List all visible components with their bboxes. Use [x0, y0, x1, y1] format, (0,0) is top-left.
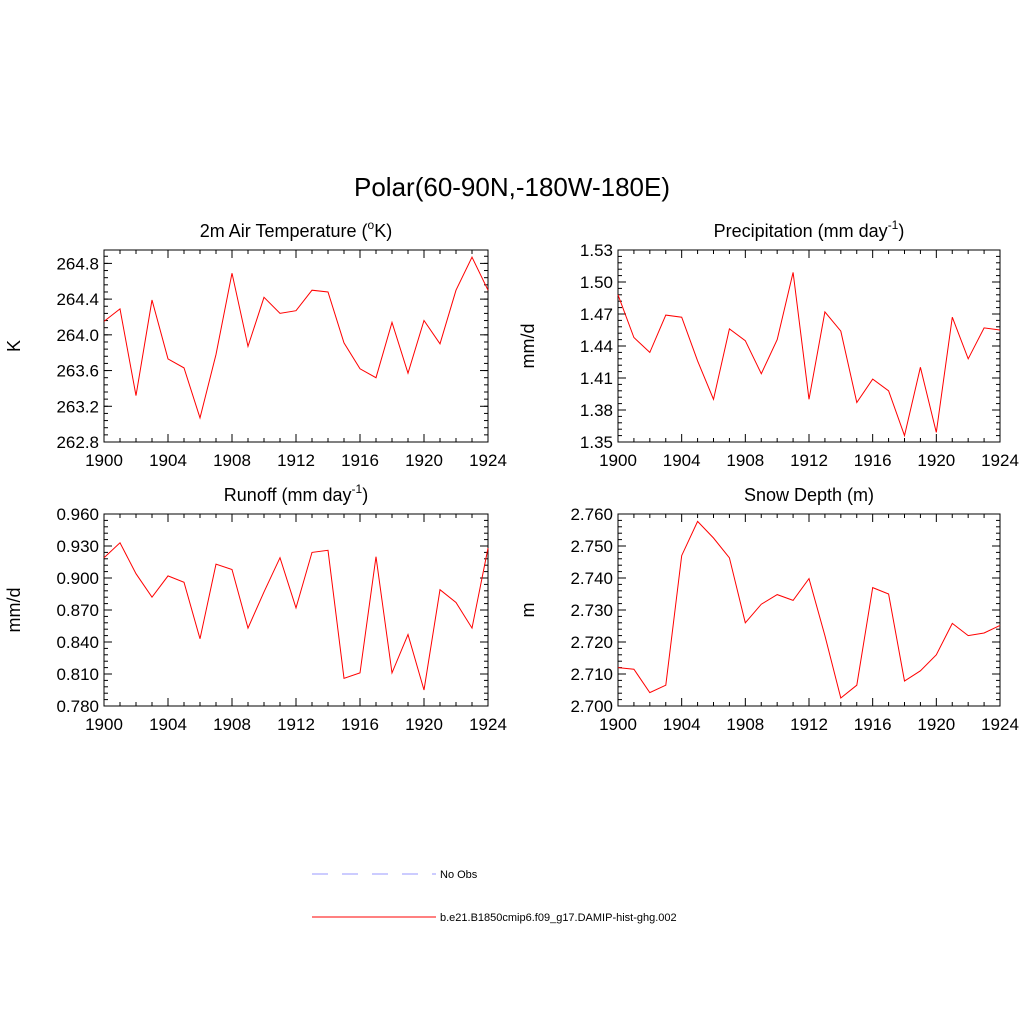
x-tick-label: 1920: [405, 451, 443, 470]
y-axis-label: K: [4, 340, 24, 352]
x-tick-label: 1916: [854, 715, 892, 734]
x-tick-label: 1904: [149, 715, 187, 734]
x-tick-label: 1904: [663, 451, 701, 470]
chart-panels: 2m Air Temperature (oK) K 1900 1904 1908 1912…: [4, 218, 1019, 734]
y-tick-label: 1.50: [580, 273, 613, 292]
x-tick-label: 1912: [277, 715, 315, 734]
y-tick-label: 264.4: [56, 290, 99, 309]
x-tick-label: 1916: [341, 715, 379, 734]
figure-title: Polar(60-90N,-180W-180E): [354, 172, 670, 202]
x-tick-label: 1920: [405, 715, 443, 734]
panel-title: Precipitation (mm day-1): [714, 218, 905, 241]
panel-title-unit-end: K): [374, 221, 392, 241]
chart-panel-runoff: Runoff (mm day-1) mm/d 1900 1904 1908 1912 191…: [4, 482, 507, 734]
y-tick-label: 2.740: [570, 569, 613, 588]
y-tick-label: 2.760: [570, 505, 613, 524]
panel-title-unit: (: [357, 221, 368, 241]
y-axis-label: mm/d: [4, 588, 24, 633]
panel-title: 2m Air Temperature (oK): [200, 218, 392, 241]
y-tick-label: 1.53: [580, 241, 613, 260]
y-axis-label: mm/d: [518, 324, 538, 369]
panel-title-text: 2m Air Temperature: [200, 221, 357, 241]
y-tick-label: 0.840: [56, 633, 99, 652]
y-tick-label: 1.38: [580, 401, 613, 420]
y-tick-label: 0.870: [56, 601, 99, 620]
chart-panel-air-temperature: 2m Air Temperature (oK) K 1900 1904 1908 1912…: [4, 218, 507, 470]
y-tick-label: 263.6: [56, 362, 99, 381]
panel-title-text: Precipitation (mm day: [714, 221, 888, 241]
y-tick-label: 2.700: [570, 697, 613, 716]
legend-label-no-obs: No Obs: [440, 869, 478, 881]
y-tick-label: 1.35: [580, 433, 613, 452]
x-tick-label: 1900: [85, 451, 123, 470]
legend-label-model: b.e21.B1850cmip6.f09_g17.DAMIP-hist-ghg.…: [440, 912, 677, 924]
y-tick-label: 2.710: [570, 665, 613, 684]
x-tick-label: 1916: [341, 451, 379, 470]
panel-title-unit-end: ): [898, 221, 904, 241]
series-line-precipitation: [617, 272, 1001, 438]
y-tick-label: 264.0: [56, 326, 99, 345]
y-axis-label: m: [518, 603, 538, 618]
panel-title: Snow Depth (m): [744, 485, 874, 505]
y-tick-label: 2.750: [570, 537, 613, 556]
y-tick-label: 2.720: [570, 633, 613, 652]
x-tick-label: 1908: [726, 715, 764, 734]
panel-title-text: Runoff (mm day: [224, 485, 352, 505]
chart-panel-snow-depth: Snow Depth (m) m 1900 1904 1908 1912 1916 1920 1…: [518, 485, 1019, 734]
x-tick-label: 1924: [981, 451, 1019, 470]
x-tick-label: 1920: [917, 451, 955, 470]
chart-panel-precipitation: Precipitation (mm day-1) mm/d 1900 1904 1908…: [518, 218, 1019, 470]
plot-frame: [103, 249, 489, 443]
x-tick-label: 1924: [469, 715, 507, 734]
y-tick-label: 2.730: [570, 601, 613, 620]
plot-frame: [617, 249, 1001, 443]
x-tick-label: 1912: [790, 451, 828, 470]
y-tick-label: 264.8: [56, 254, 99, 273]
series-line-air-temperature: [103, 255, 489, 420]
x-tick-label: 1904: [149, 451, 187, 470]
x-tick-label: 1908: [726, 451, 764, 470]
panel-title-superscript: o: [368, 218, 375, 232]
x-tick-label: 1904: [663, 715, 701, 734]
panel-title-text: Snow Depth (m): [744, 485, 874, 505]
panel-title-superscript: -1: [352, 482, 363, 496]
series-line-snow-depth: [617, 520, 1001, 699]
panel-title: Runoff (mm day-1): [224, 482, 368, 505]
y-tick-label: 0.900: [56, 569, 99, 588]
y-tick-label: 262.8: [56, 433, 99, 452]
y-tick-label: 1.44: [580, 337, 613, 356]
panel-title-unit-end: ): [362, 485, 368, 505]
x-tick-label: 1912: [277, 451, 315, 470]
x-tick-label: 1924: [469, 451, 507, 470]
x-tick-label: 1924: [981, 715, 1019, 734]
y-tick-label: 0.960: [56, 505, 99, 524]
y-tick-label: 0.930: [56, 537, 99, 556]
x-tick-label: 1900: [85, 715, 123, 734]
plot-frame: [103, 513, 489, 707]
y-tick-label: 0.780: [56, 697, 99, 716]
x-tick-label: 1912: [790, 715, 828, 734]
x-tick-label: 1908: [213, 451, 251, 470]
x-tick-label: 1900: [599, 451, 637, 470]
y-tick-label: 0.810: [56, 665, 99, 684]
series-line-runoff: [103, 541, 489, 691]
panel-title-superscript: -1: [888, 218, 899, 232]
x-tick-label: 1900: [599, 715, 637, 734]
y-tick-label: 1.41: [580, 369, 613, 388]
x-tick-label: 1916: [854, 451, 892, 470]
x-tick-label: 1908: [213, 715, 251, 734]
legend: No Obs b.e21.B1850cmip6.f09_g17.DAMIP-hi…: [312, 869, 677, 924]
y-tick-label: 263.2: [56, 397, 99, 416]
y-tick-label: 1.47: [580, 305, 613, 324]
x-tick-label: 1920: [917, 715, 955, 734]
